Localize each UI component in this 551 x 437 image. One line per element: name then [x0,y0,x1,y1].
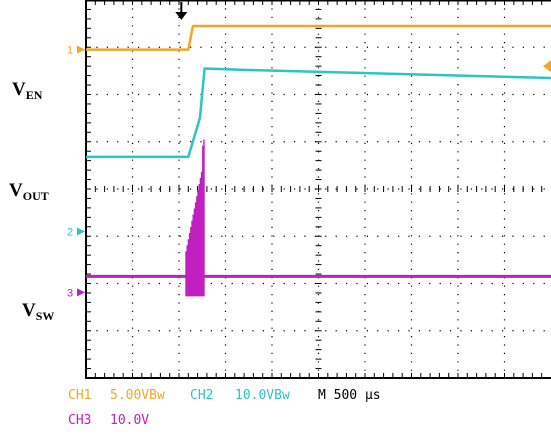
label-ven-main: V [12,79,26,100]
trace-ch2 [86,67,551,159]
status-ch3-label: CH3 [68,413,92,428]
label-ven: VEN [12,80,42,101]
label-vout: VOUT [9,181,49,202]
status-ch3-value: 10.0V [110,413,150,428]
status-ch1-value: 5.00VBw [110,388,165,403]
status-timebase: M 500 µs [318,388,381,403]
ch1-arrow-icon [77,45,85,54]
label-vout-main: V [9,180,23,201]
ch2-arrow-icon [77,227,85,236]
label-vsw-sub: SW [35,309,55,323]
trigger-position-icon [175,2,188,20]
ch3-marker: 3 [67,287,73,299]
status-ch2-value: 10.0VBw [235,388,290,403]
status-ch2-label: CH2 [190,388,214,403]
status-ch1-label: CH1 [68,388,92,403]
trigger-level-icon [543,60,551,73]
ch3-arrow-icon [77,288,85,297]
ch1-marker: 1 [67,45,73,57]
graticule [85,0,551,379]
label-vout-sub: OUT [22,189,49,203]
trace-ch1 [86,24,551,51]
switching-burst [185,139,205,297]
ch2-marker: 2 [67,227,73,239]
label-ven-sub: EN [25,88,43,102]
label-vsw-main: V [22,300,36,321]
traces [86,24,551,278]
label-vsw: VSW [22,301,54,322]
burst-lines [185,139,205,297]
